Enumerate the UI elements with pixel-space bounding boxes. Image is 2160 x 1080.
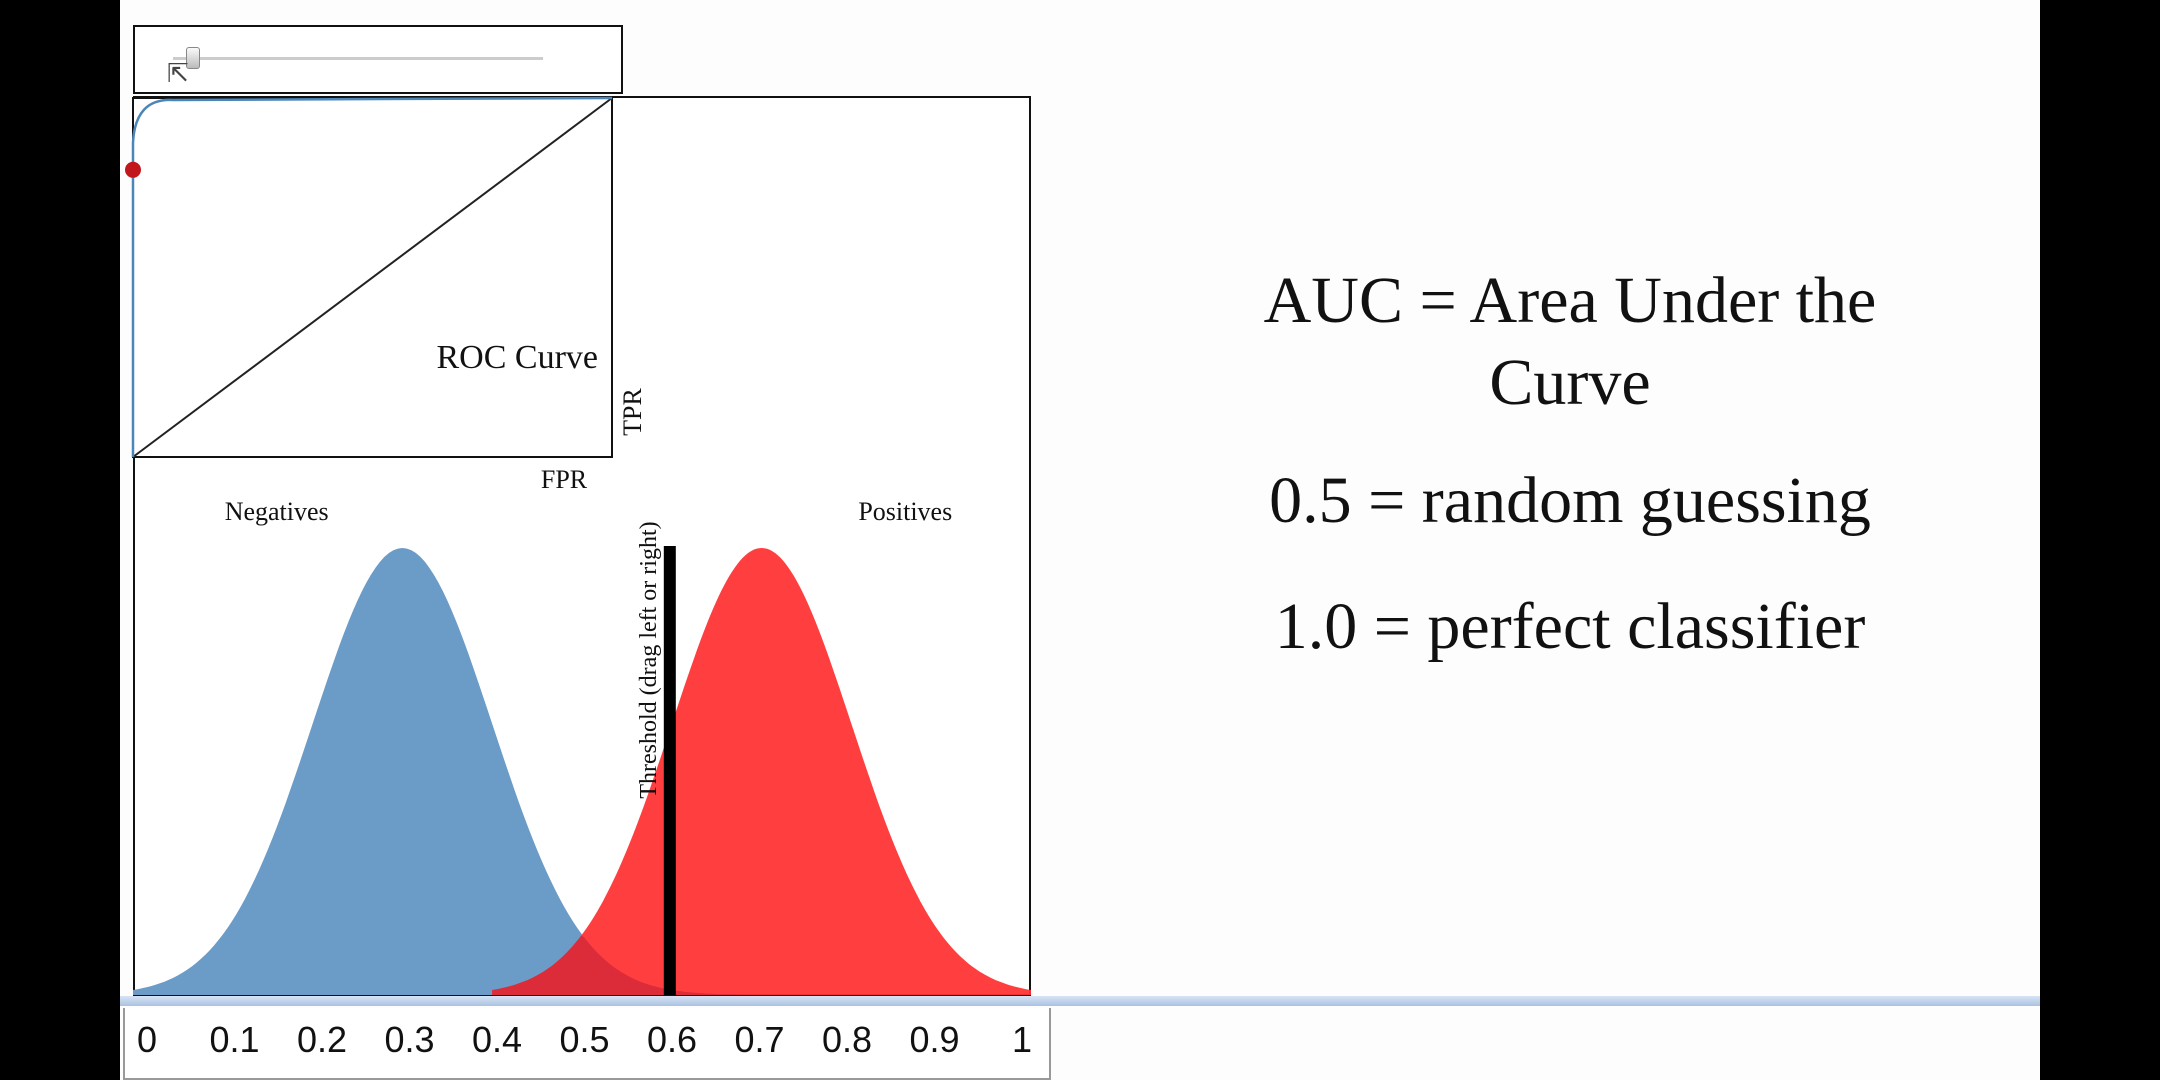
x-tick-label: 0.9 xyxy=(909,1019,959,1060)
chart-svg: Negatives Positives Threshold (drag left o… xyxy=(125,96,1032,1060)
x-tick-label: 0.5 xyxy=(559,1019,609,1060)
roc-title: ROC Curve xyxy=(437,339,599,376)
x-tick-label: 0.8 xyxy=(822,1019,872,1060)
threshold-bar xyxy=(663,546,676,995)
x-axis-strip xyxy=(123,1008,1051,1080)
positives-area xyxy=(492,548,1031,995)
threshold-label: Threshold (drag left or right) xyxy=(636,521,662,798)
x-tick-label: 0.7 xyxy=(734,1019,784,1060)
stage: ⇱ AUC = Area Under the Curve 0.5 = rando… xyxy=(120,0,2040,1080)
slider-thumb[interactable] xyxy=(185,47,200,69)
x-tick-label: 0.4 xyxy=(472,1019,522,1060)
perfect-classifier-text: 1.0 = perfect classifier xyxy=(1274,590,1866,663)
pointer-cursor-icon: ⇱ xyxy=(167,59,189,89)
roc-curve-line xyxy=(131,96,613,457)
x-tick-label: 0.1 xyxy=(209,1019,259,1060)
roc-ylabel: TPR xyxy=(618,388,647,436)
auc-definition-line2: Curve xyxy=(1489,346,1651,419)
auc-definition-line1: AUC = Area Under the xyxy=(1263,264,1877,337)
roc-xlabel: FPR xyxy=(541,465,588,494)
slider-track[interactable] xyxy=(173,57,543,60)
x-tick-label: 0 xyxy=(137,1019,157,1060)
roc-diagonal xyxy=(132,97,613,458)
negatives-label: Negatives xyxy=(225,497,329,526)
x-tick-label: 0.3 xyxy=(384,1019,434,1060)
x-tick-label: 0.6 xyxy=(647,1019,697,1060)
random-guessing-text: 0.5 = random guessing xyxy=(1269,464,1871,537)
x-tick-label: 0.2 xyxy=(297,1019,347,1060)
window-divider xyxy=(120,996,2040,1006)
negatives-area xyxy=(133,548,1031,995)
slider-control[interactable]: ⇱ xyxy=(133,25,623,94)
positives-label: Positives xyxy=(858,497,952,526)
roc-operating-point xyxy=(125,161,141,178)
overlap-area xyxy=(492,935,1031,995)
explanation-panel: AUC = Area Under the Curve 0.5 = random … xyxy=(1120,260,2020,668)
x-tick-label: 1 xyxy=(1012,1019,1032,1060)
